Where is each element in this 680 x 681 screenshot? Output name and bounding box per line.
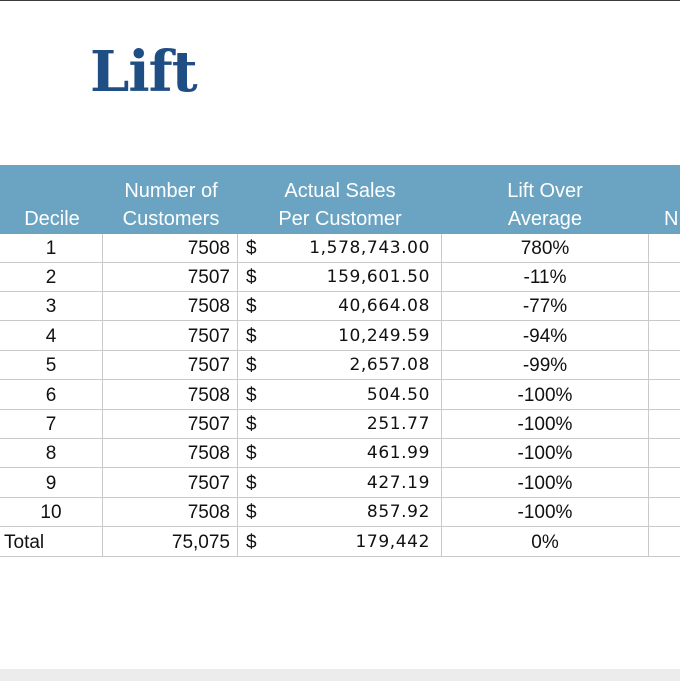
cell-decile: 5 <box>45 355 57 376</box>
cell-decile: 2 <box>45 267 57 288</box>
cell-decile: 9 <box>45 473 57 494</box>
cell-lift: 0% <box>531 532 559 553</box>
header-customers-line1: Number of <box>124 180 218 202</box>
cell-currency: $ <box>246 326 257 347</box>
cell-decile: 3 <box>45 296 57 317</box>
column-divider <box>648 234 649 556</box>
header-lift-line2: Average <box>507 208 583 230</box>
table-row: 7 7507 $ 251.77 -100% <box>0 410 680 439</box>
cell-customers: 7507 <box>187 414 230 435</box>
cell-customers: 7508 <box>187 443 230 464</box>
bottom-bar <box>0 669 680 681</box>
table-row: 1 7508 $ 1,578,743.00 780% <box>0 234 680 263</box>
cell-sales: 461.99 <box>366 443 430 463</box>
cell-customers: 7507 <box>187 267 230 288</box>
cell-sales: 857.92 <box>366 502 430 522</box>
cell-sales: 159,601.50 <box>326 267 430 287</box>
table-row: 8 7508 $ 461.99 -100% <box>0 439 680 468</box>
table-row: 3 7508 $ 40,664.08 -77% <box>0 292 680 321</box>
table-row: 10 7508 $ 857.92 -100% <box>0 498 680 527</box>
cell-sales: 427.19 <box>366 473 430 493</box>
cell-decile: 1 <box>45 238 57 259</box>
cell-sales: 504.50 <box>366 385 430 405</box>
header-decile-label: Decile <box>24 208 80 230</box>
column-divider <box>441 234 442 556</box>
page-title: Lift <box>90 39 198 105</box>
cell-customers: 7507 <box>187 355 230 376</box>
cell-lift: -100% <box>517 385 573 406</box>
cell-decile: 6 <box>45 385 57 406</box>
cell-sales: 10,249.59 <box>338 326 430 346</box>
cell-customers: 7508 <box>187 385 230 406</box>
cell-lift: -100% <box>517 502 573 523</box>
cell-currency: $ <box>246 296 257 317</box>
cell-customers: 7507 <box>187 326 230 347</box>
cell-currency: $ <box>246 502 257 523</box>
column-divider <box>102 234 103 556</box>
cell-lift: 780% <box>520 238 570 259</box>
cell-lift: -100% <box>517 443 573 464</box>
cell-lift: -77% <box>522 296 568 317</box>
cell-customers: 75,075 <box>171 532 230 553</box>
cell-total-label: Total <box>4 532 45 553</box>
cell-sales: 251.77 <box>366 414 430 434</box>
lift-table: Decile Number of Customers Actual Sales … <box>0 165 680 557</box>
cell-decile: 4 <box>45 326 57 347</box>
cell-lift: -100% <box>517 414 573 435</box>
header-lift-line1: Lift Over <box>507 180 583 202</box>
column-divider <box>237 234 238 556</box>
cell-currency: $ <box>246 532 257 553</box>
cell-currency: $ <box>246 443 257 464</box>
cell-lift: -99% <box>522 355 568 376</box>
table-body: 1 7508 $ 1,578,743.00 780% 2 7507 $ 159,… <box>0 234 680 557</box>
table-row: 6 7508 $ 504.50 -100% <box>0 381 680 410</box>
header-customers-line2: Customers <box>122 208 220 230</box>
header-lift: Lift Over Average <box>442 177 648 233</box>
table-row: 4 7507 $ 10,249.59 -94% <box>0 322 680 351</box>
cell-decile: 8 <box>45 443 57 464</box>
header-sales: Actual Sales Per Customer <box>238 177 442 233</box>
header-cut-off: N <box>664 205 680 233</box>
cell-sales: 1,578,743.00 <box>309 238 430 258</box>
cell-lift: -100% <box>517 473 573 494</box>
cell-sales: 2,657.08 <box>349 355 430 375</box>
cell-decile: 10 <box>40 502 62 523</box>
cell-customers: 7507 <box>187 473 230 494</box>
cell-currency: $ <box>246 414 257 435</box>
cell-currency: $ <box>246 238 257 259</box>
cell-customers: 7508 <box>187 502 230 523</box>
cell-customers: 7508 <box>187 238 230 259</box>
table-row-total: Total 75,075 $ 179,442 0% <box>0 528 680 557</box>
cell-currency: $ <box>246 267 257 288</box>
header-sales-line2: Per Customer <box>278 208 402 230</box>
header-cut-off-label: N <box>664 208 679 230</box>
table-row: 5 7507 $ 2,657.08 -99% <box>0 351 680 380</box>
top-rule <box>0 0 680 1</box>
header-decile: Decile <box>0 205 104 233</box>
cell-sales: 40,664.08 <box>338 296 430 316</box>
header-customers: Number of Customers <box>104 177 238 233</box>
table-header: Decile Number of Customers Actual Sales … <box>0 165 680 234</box>
cell-customers: 7508 <box>187 296 230 317</box>
cell-sales: 179,442 <box>355 532 430 552</box>
table-row: 2 7507 $ 159,601.50 -11% <box>0 263 680 292</box>
cell-decile: 7 <box>45 414 57 435</box>
header-sales-line1: Actual Sales <box>284 180 396 202</box>
cell-currency: $ <box>246 355 257 376</box>
cell-currency: $ <box>246 385 257 406</box>
table-row: 9 7507 $ 427.19 -100% <box>0 469 680 498</box>
cell-lift: -11% <box>523 267 567 288</box>
cell-currency: $ <box>246 473 257 494</box>
cell-lift: -94% <box>522 326 568 347</box>
